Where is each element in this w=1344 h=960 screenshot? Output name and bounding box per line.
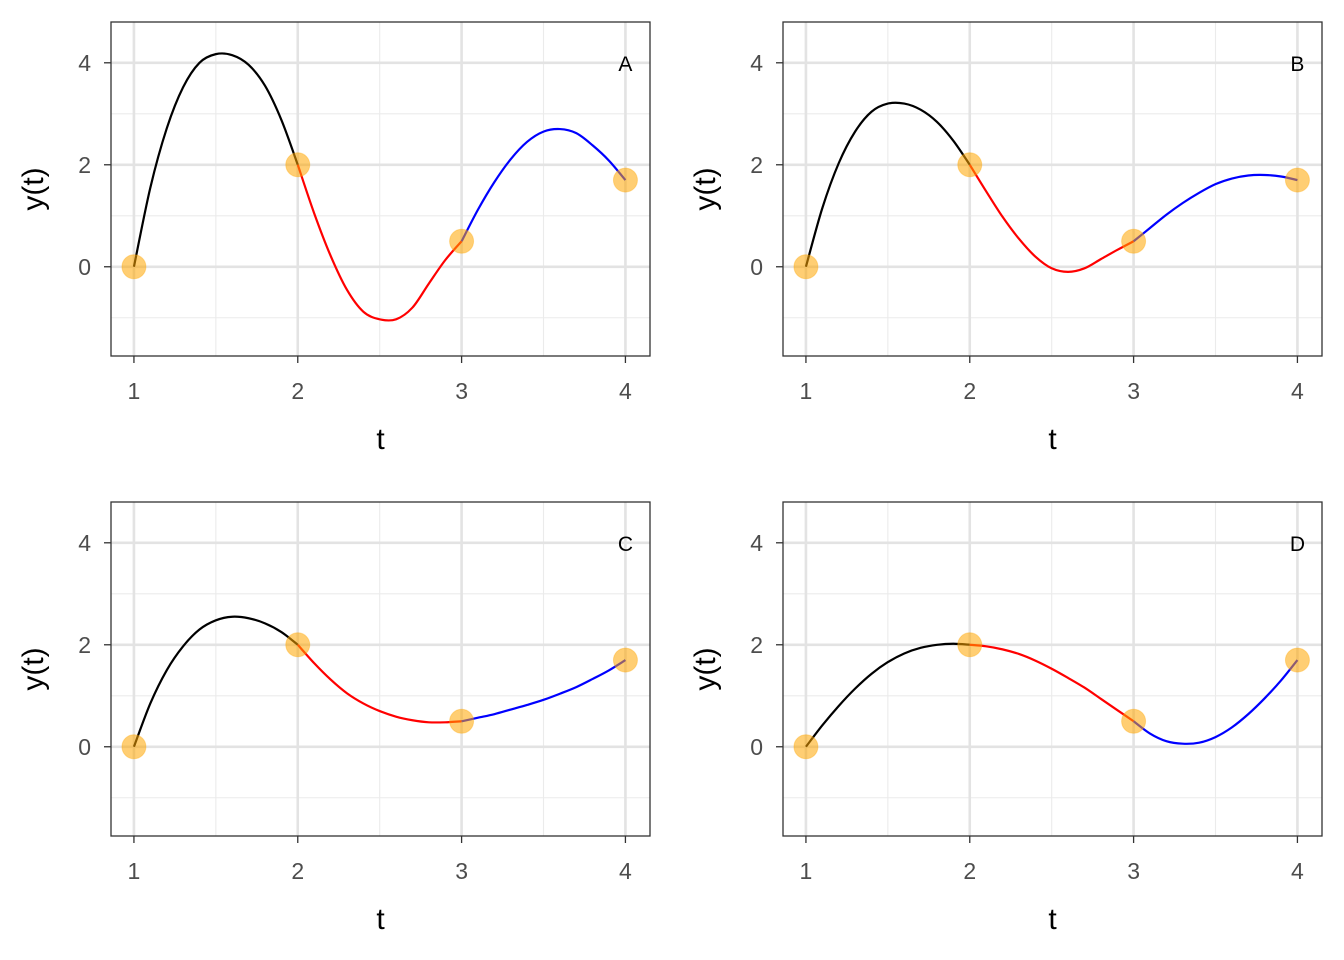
x-tick-label: 2 bbox=[963, 858, 976, 884]
y-tick-label: 2 bbox=[750, 152, 763, 178]
panel-label: D bbox=[1290, 533, 1305, 556]
y-tick-label: 4 bbox=[78, 50, 91, 76]
panel-border bbox=[110, 501, 651, 837]
curve-segment-2 bbox=[968, 164, 1135, 273]
curve-segment-2 bbox=[296, 164, 463, 322]
curve-segment-1 bbox=[132, 52, 299, 267]
data-point-2 bbox=[285, 632, 311, 658]
x-tick-label: 3 bbox=[1127, 378, 1140, 404]
data-point-3 bbox=[449, 708, 475, 734]
x-tick-label: 4 bbox=[619, 378, 632, 404]
x-tick-label: 1 bbox=[128, 858, 141, 884]
x-tick-label: 4 bbox=[1291, 858, 1304, 884]
panel-background bbox=[783, 22, 1322, 356]
data-point-1 bbox=[121, 254, 147, 280]
x-axis-title: t bbox=[376, 423, 385, 456]
panel-a: A 1 2 3 4 0 2 4 t y(t) bbox=[17, 21, 651, 456]
y-tick-label: 2 bbox=[78, 152, 91, 178]
data-point-2 bbox=[957, 632, 983, 658]
x-axis-title: t bbox=[376, 903, 385, 936]
data-point-2 bbox=[957, 152, 983, 178]
x-tick-label: 2 bbox=[963, 378, 976, 404]
y-tick-label: 0 bbox=[750, 734, 763, 760]
curve-segment-3 bbox=[1132, 173, 1298, 243]
data-point-4 bbox=[612, 647, 638, 673]
x-tick-label: 4 bbox=[619, 858, 632, 884]
x-tick-label: 1 bbox=[800, 858, 813, 884]
curve-segment-2 bbox=[296, 644, 462, 724]
y-tick-label: 4 bbox=[750, 530, 763, 556]
curve-segment-1 bbox=[132, 615, 299, 748]
y-tick-label: 0 bbox=[78, 254, 91, 280]
y-tick-label: 0 bbox=[78, 734, 91, 760]
curve-segment-3 bbox=[461, 659, 627, 723]
panel-d: D 1 2 3 4 0 2 4 t y(t) bbox=[689, 501, 1323, 936]
y-axis-title: y(t) bbox=[689, 647, 722, 690]
data-point-4 bbox=[1284, 167, 1310, 193]
y-axis-title: y(t) bbox=[17, 167, 50, 210]
curve-segment-1 bbox=[804, 101, 971, 268]
x-tick-label: 3 bbox=[455, 378, 468, 404]
x-tick-label: 2 bbox=[291, 858, 304, 884]
panel-border bbox=[782, 501, 1323, 837]
y-tick-label: 0 bbox=[750, 254, 763, 280]
x-tick-label: 1 bbox=[128, 378, 141, 404]
x-axis-title: t bbox=[1048, 423, 1057, 456]
y-axis-title: y(t) bbox=[689, 167, 722, 210]
data-point-1 bbox=[793, 254, 819, 280]
y-tick-label: 4 bbox=[750, 50, 763, 76]
panel-border bbox=[110, 21, 651, 357]
data-point-3 bbox=[449, 228, 475, 254]
panel-background bbox=[111, 502, 650, 836]
y-axis-title: y(t) bbox=[17, 647, 50, 690]
x-tick-label: 1 bbox=[800, 378, 813, 404]
y-tick-label: 4 bbox=[78, 530, 91, 556]
x-tick-label: 3 bbox=[1127, 858, 1140, 884]
curve-segment-3 bbox=[1132, 659, 1299, 745]
panel-background bbox=[111, 22, 650, 356]
x-axis-title: t bbox=[1048, 903, 1057, 936]
data-point-4 bbox=[1284, 647, 1310, 673]
panel-border bbox=[782, 21, 1323, 357]
y-tick-label: 2 bbox=[750, 632, 763, 658]
y-tick-label: 2 bbox=[78, 632, 91, 658]
panel-label: A bbox=[618, 53, 632, 76]
panel-b: B 1 2 3 4 0 2 4 t y(t) bbox=[689, 21, 1323, 456]
x-tick-label: 2 bbox=[291, 378, 304, 404]
x-tick-label: 3 bbox=[455, 858, 468, 884]
data-point-4 bbox=[612, 167, 638, 193]
data-point-2 bbox=[285, 152, 311, 178]
panel-label: C bbox=[618, 533, 633, 556]
x-tick-label: 4 bbox=[1291, 378, 1304, 404]
panel-c: C 1 2 3 4 0 2 4 t y(t) bbox=[17, 501, 651, 936]
data-point-3 bbox=[1121, 228, 1147, 254]
curve-segment-1 bbox=[805, 642, 970, 748]
panel-label: B bbox=[1290, 53, 1304, 76]
data-point-3 bbox=[1121, 708, 1147, 734]
data-point-1 bbox=[793, 734, 819, 760]
data-point-1 bbox=[121, 734, 147, 760]
curve-segment-2 bbox=[969, 643, 1135, 723]
curve-segment-3 bbox=[460, 127, 627, 242]
